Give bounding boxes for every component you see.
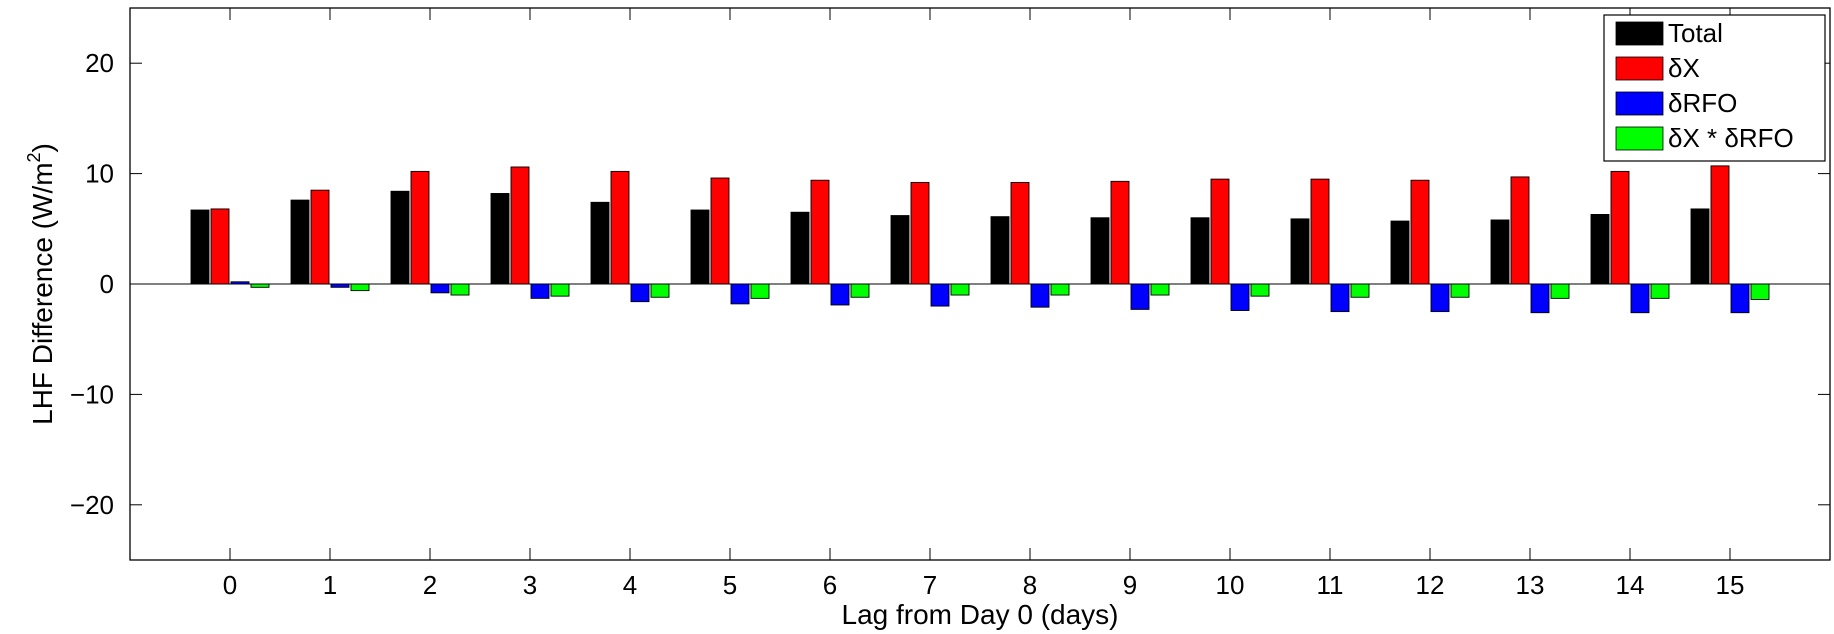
bar-1-series-3 (350, 283, 370, 292)
bar-15-series-1 (1710, 165, 1730, 285)
bar-3-series-0 (490, 193, 510, 285)
bar-9-series-0 (1090, 217, 1110, 285)
bar-5-series-0 (690, 209, 710, 285)
x-tick-label: 15 (1716, 570, 1745, 600)
bar-5-series-1 (710, 177, 730, 285)
bar-12-series-1 (1410, 179, 1430, 285)
bar-13-series-2 (1530, 283, 1550, 314)
bar-4-series-1 (610, 170, 630, 285)
y-axis-label-main: LHF Difference (W/m (27, 162, 58, 424)
bar-10-series-0 (1190, 217, 1210, 285)
bar-8-series-1 (1010, 181, 1030, 285)
bar-7-series-2 (930, 283, 950, 307)
x-tick-label: 10 (1216, 570, 1245, 600)
bar-5-series-2 (730, 283, 750, 305)
legend-swatch (1615, 56, 1664, 81)
bar-12-series-2 (1430, 283, 1450, 313)
y-axis-label-tail: ) (27, 143, 58, 152)
bar-12-series-0 (1390, 220, 1410, 285)
x-tick-label: 1 (323, 570, 337, 600)
bar-12-series-3 (1450, 283, 1470, 298)
bar-7-series-3 (950, 283, 970, 296)
bar-11-series-0 (1290, 218, 1310, 285)
bar-15-series-3 (1750, 283, 1770, 300)
bar-3-series-1 (510, 166, 530, 285)
x-tick-label: 12 (1416, 570, 1445, 600)
bar-0-series-0 (190, 209, 210, 285)
y-tick-label: 20 (85, 48, 114, 78)
x-tick-label: 5 (723, 570, 737, 600)
bar-4-series-0 (590, 201, 610, 285)
x-tick-label: 11 (1317, 570, 1344, 600)
x-tick-label: 13 (1516, 570, 1545, 600)
bar-6-series-2 (830, 283, 850, 306)
x-tick-label: 6 (823, 570, 837, 600)
legend-label: δX (1668, 53, 1700, 83)
bar-6-series-3 (850, 283, 870, 298)
bar-2-series-0 (390, 190, 410, 285)
bar-1-series-0 (290, 199, 310, 285)
bar-2-series-3 (450, 283, 470, 296)
y-tick-label: −10 (70, 379, 114, 409)
x-tick-label: 7 (923, 570, 937, 600)
bar-7-series-0 (890, 215, 910, 285)
x-tick-label: 8 (1023, 570, 1037, 600)
bar-11-series-2 (1330, 283, 1350, 313)
bar-13-series-0 (1490, 219, 1510, 285)
bar-3-series-2 (530, 283, 550, 299)
bar-6-series-1 (810, 179, 830, 285)
bar-13-series-3 (1550, 283, 1570, 299)
bar-11-series-1 (1310, 178, 1330, 285)
bar-1-series-1 (310, 189, 330, 285)
bar-14-series-0 (1590, 213, 1610, 285)
y-tick-label: −20 (70, 490, 114, 520)
bar-2-series-1 (410, 170, 430, 285)
y-axis-ticks: −20 −10 0 10 20 (70, 48, 1830, 520)
bar-15-series-2 (1730, 283, 1750, 314)
bar-8-series-2 (1030, 283, 1050, 308)
bar-9-series-3 (1150, 283, 1170, 296)
legend-label: Total (1668, 18, 1723, 48)
x-axis-ticks: 0 1 2 3 4 5 6 7 8 9 10 11 12 13 14 15 (223, 8, 1745, 600)
x-tick-label: 0 (223, 570, 237, 600)
legend-swatch (1615, 21, 1664, 46)
bar-7-series-1 (910, 181, 930, 285)
x-axis-label: Lag from Day 0 (days) (842, 599, 1119, 630)
bar-10-series-3 (1250, 283, 1270, 297)
x-tick-label: 4 (623, 570, 637, 600)
x-tick-label: 9 (1123, 570, 1137, 600)
bar-10-series-1 (1210, 178, 1230, 285)
y-axis-label-superscript: 2 (24, 152, 44, 162)
bar-4-series-2 (630, 283, 650, 303)
bar-11-series-3 (1350, 283, 1370, 298)
legend-label: δRFO (1668, 88, 1737, 118)
bar-2-series-2 (430, 283, 450, 294)
legend-swatch (1615, 126, 1664, 151)
bar-14-series-1 (1610, 170, 1630, 285)
legend-label: δX * δRFO (1668, 123, 1794, 153)
bar-8-series-3 (1050, 283, 1070, 296)
bar-9-series-2 (1130, 283, 1150, 310)
bar-14-series-3 (1650, 283, 1670, 299)
bar-15-series-0 (1690, 208, 1710, 285)
bar-0-series-1 (210, 208, 230, 285)
y-tick-label: 0 (100, 269, 114, 299)
bar-5-series-3 (750, 283, 770, 299)
bar-10-series-2 (1230, 283, 1250, 311)
bar-14-series-2 (1630, 283, 1650, 314)
legend: Total δX δRFO δX * δRFO (1603, 14, 1826, 162)
bar-13-series-1 (1510, 176, 1530, 285)
bar-3-series-3 (550, 283, 570, 297)
bar-4-series-3 (650, 283, 670, 298)
bar-6-series-0 (790, 211, 810, 285)
y-tick-label: 10 (85, 159, 114, 189)
x-tick-label: 2 (423, 570, 437, 600)
x-tick-label: 3 (523, 570, 537, 600)
y-axis-label: LHF Difference (W/m2) (24, 143, 58, 425)
legend-swatch (1615, 91, 1664, 116)
bar-9-series-1 (1110, 180, 1130, 285)
bar-8-series-0 (990, 216, 1010, 285)
x-tick-label: 14 (1616, 570, 1645, 600)
